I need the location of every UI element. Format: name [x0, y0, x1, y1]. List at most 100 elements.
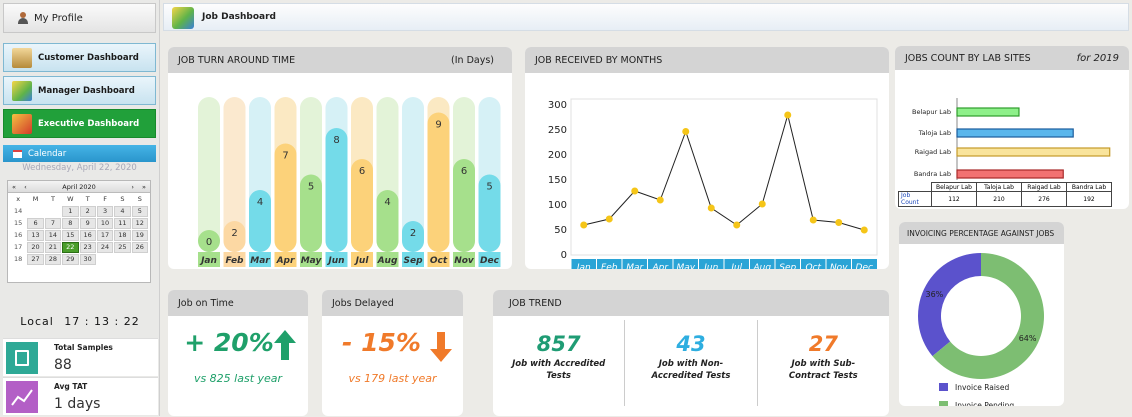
calendar-grid: x M T W T F S S 14 1 2 3 4 5 15 6 7 8 9 10 11 12 16 13 14 15 16 17 1…: [8, 193, 150, 266]
calendar-day[interactable]: 27: [27, 254, 44, 265]
y-tick-label: 150: [548, 175, 567, 186]
tat-bar[interactable]: [198, 230, 220, 252]
calendar-day[interactable]: 19: [131, 230, 148, 241]
data-point[interactable]: [835, 219, 843, 226]
tat-value-label: 4: [257, 197, 263, 208]
calendar-day[interactable]: 9: [79, 218, 96, 229]
data-point[interactable]: [784, 111, 792, 119]
executive-dashboard-button[interactable]: Executive Dashboard: [3, 109, 156, 138]
trend-label: Job with Accredited Tests: [512, 359, 606, 381]
tat-bar[interactable]: [427, 112, 450, 253]
calendar-day[interactable]: 16: [79, 230, 96, 241]
tat-month-cell: [300, 252, 322, 267]
tat-track: [402, 97, 424, 252]
calendar-day[interactable]: 7: [44, 218, 62, 229]
clock-seconds: 22: [123, 315, 140, 328]
tat-bar[interactable]: [249, 190, 271, 252]
calendar-day[interactable]: 24: [96, 242, 114, 253]
prev-month-button[interactable]: ‹: [24, 182, 27, 191]
calendar-day[interactable]: 17: [96, 230, 114, 241]
table-row-label: Job Count: [898, 191, 932, 207]
calendar-day[interactable]: 30: [79, 254, 96, 265]
data-point[interactable]: [605, 215, 613, 223]
calendar-day[interactable]: 15: [62, 230, 79, 241]
calendar-day[interactable]: 13: [27, 230, 44, 241]
next-month-button[interactable]: ›: [131, 182, 134, 191]
avg-tat-card[interactable]: Avg TAT 1 days: [3, 377, 158, 415]
calendar-day[interactable]: 2: [79, 206, 96, 217]
lab-bar[interactable]: [956, 169, 1064, 179]
tat-bar[interactable]: [351, 159, 373, 252]
calendar-day[interactable]: 25: [114, 242, 131, 253]
arrow-down-icon: [430, 332, 452, 362]
stat-value: 88: [54, 357, 72, 373]
clock-hours: 17: [64, 315, 81, 328]
data-point[interactable]: [656, 196, 664, 204]
donut-slice[interactable]: [932, 253, 1044, 379]
calendar-day[interactable]: 5: [131, 206, 148, 217]
calendar-day[interactable]: 22: [62, 242, 79, 253]
lab-bar[interactable]: [956, 128, 1074, 138]
trend-item: 43 Job with Non-Accredited Tests: [625, 320, 758, 406]
calendar-day[interactable]: 8: [62, 218, 79, 229]
calendar-date: Wednesday, April 22, 2020: [22, 163, 137, 173]
prev-year-button[interactable]: «: [12, 182, 16, 191]
calendar-weekday: S: [120, 195, 125, 203]
calendar-week-number: 18: [14, 255, 23, 263]
data-point[interactable]: [707, 204, 715, 212]
tat-bar[interactable]: [223, 221, 246, 252]
calendar-day[interactable]: 29: [62, 254, 79, 265]
y-tick-label: 200: [548, 150, 567, 161]
calendar-day[interactable]: 4: [114, 206, 131, 217]
data-point[interactable]: [631, 187, 639, 195]
data-point[interactable]: [580, 221, 588, 229]
tat-month-label: Sep: [403, 256, 423, 266]
labsites-title: JOBS COUNT BY LAB SITES: [905, 52, 1031, 64]
manager-dashboard-button[interactable]: Manager Dashboard: [3, 76, 156, 105]
data-point[interactable]: [682, 128, 690, 135]
data-point[interactable]: [758, 200, 766, 208]
total-samples-card[interactable]: Total Samples 88: [3, 338, 158, 376]
tat-bar[interactable]: [274, 143, 297, 253]
lab-bar[interactable]: [956, 107, 1020, 117]
calendar-day[interactable]: 18: [114, 230, 131, 241]
calendar-day[interactable]: 6: [27, 218, 44, 229]
calendar-day[interactable]: 10: [96, 218, 114, 229]
customer-dashboard-button[interactable]: Customer Dashboard: [3, 43, 156, 72]
data-point[interactable]: [809, 216, 817, 224]
calendar-day[interactable]: 12: [131, 218, 148, 229]
calendar-day[interactable]: 26: [131, 242, 148, 253]
my-profile-button[interactable]: My Profile: [3, 3, 156, 33]
calendar-day[interactable]: 21: [44, 242, 62, 253]
data-point[interactable]: [733, 221, 741, 229]
calendar-day[interactable]: 20: [27, 242, 44, 253]
tat-month-cell: [453, 252, 475, 267]
next-year-button[interactable]: »: [142, 182, 146, 191]
tat-bar[interactable]: [325, 128, 348, 252]
tat-month-label: May: [301, 256, 323, 266]
calendar-header[interactable]: Calendar: [3, 145, 156, 162]
tat-bar[interactable]: [402, 221, 424, 252]
data-point[interactable]: [860, 226, 868, 234]
calendar-day[interactable]: 28: [44, 254, 62, 265]
calendar-day[interactable]: 1: [62, 206, 79, 217]
lab-bar[interactable]: [956, 147, 1111, 157]
tat-bar[interactable]: [478, 174, 501, 253]
calendar-day[interactable]: 14: [44, 230, 62, 241]
tat-value-label: 6: [359, 166, 365, 177]
tat-bar[interactable]: [453, 159, 475, 252]
calendar-day[interactable]: 3: [96, 206, 114, 217]
tat-month-cell: [223, 252, 246, 267]
donut-slice[interactable]: [918, 253, 981, 357]
calendar-week-number: 17: [14, 243, 23, 251]
tat-bar[interactable]: [300, 174, 322, 253]
calendar-day[interactable]: 11: [114, 218, 131, 229]
tat-bar[interactable]: [376, 190, 399, 252]
table-header-cell: Raigad Lab: [1021, 182, 1067, 192]
invoicing-chart: 36% 64% Invoice Raised Invoice Pending: [918, 253, 1044, 406]
trend-label: Job with Sub-Contract Tests: [788, 359, 858, 381]
table-header-cell: Taloja Lab: [976, 182, 1022, 192]
calendar-day[interactable]: 23: [79, 242, 96, 253]
panel-title: JOB RECEIVED BY MONTHS: [525, 47, 889, 73]
